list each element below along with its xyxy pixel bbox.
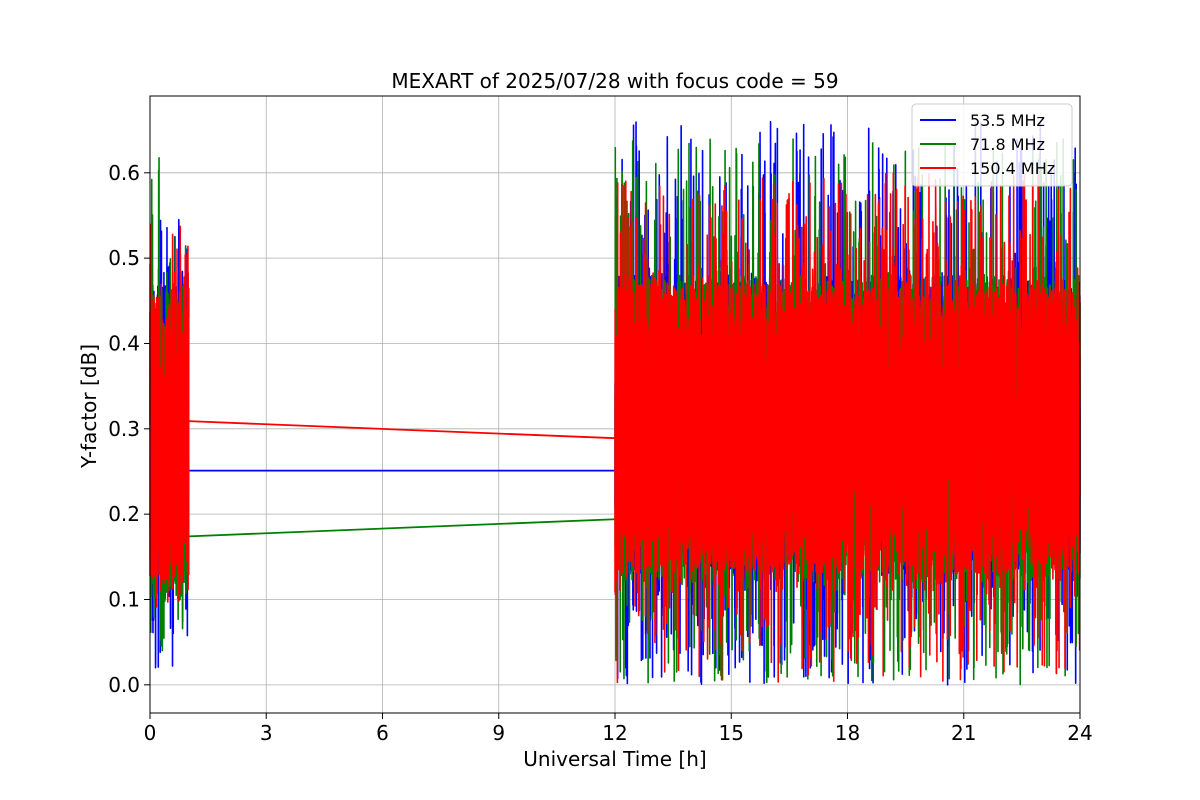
- y-tick-label: 0.1: [108, 587, 140, 611]
- x-tick-label: 3: [260, 721, 273, 745]
- y-tick-label: 0.5: [108, 246, 140, 270]
- y-tick-label: 0.4: [108, 331, 140, 355]
- y-tick-label: 0.6: [108, 161, 140, 185]
- x-tick-label: 21: [951, 721, 976, 745]
- x-tick-label: 15: [719, 721, 744, 745]
- series-150-4-mhz: [149, 172, 1081, 684]
- legend: 53.5 MHz 71.8 MHz 150.4 MHz: [911, 103, 1073, 187]
- series-gap-line: [188, 518, 616, 538]
- legend-entry: 53.5 MHz: [970, 111, 1045, 130]
- y-axis-ticks: 0.0 0.1 0.2 0.3 0.4 0.5 0.6: [108, 161, 150, 697]
- series-layer: [149, 120, 1081, 686]
- x-tick-label: 0: [144, 721, 157, 745]
- x-tick-label: 18: [835, 721, 860, 745]
- x-tick-label: 9: [492, 721, 505, 745]
- y-tick-label: 0.0: [108, 673, 140, 697]
- y-axis-label: Y-factor [dB]: [77, 344, 101, 469]
- series-segment: [614, 172, 1081, 684]
- legend-box: [911, 103, 1073, 187]
- chart-title: MEXART of 2025/07/28 with focus code = 5…: [391, 69, 838, 93]
- x-axis-ticks: 0 3 6 9 12 15 18 21 24: [144, 713, 1093, 745]
- x-tick-label: 24: [1067, 721, 1092, 745]
- y-tick-label: 0.3: [108, 417, 140, 441]
- x-tick-label: 6: [376, 721, 389, 745]
- y-tick-label: 0.2: [108, 502, 140, 526]
- series-segment: [149, 223, 190, 608]
- series-gap-line: [188, 420, 616, 440]
- legend-entry: 150.4 MHz: [970, 159, 1055, 178]
- x-axis-label: Universal Time [h]: [523, 747, 706, 771]
- x-tick-label: 12: [602, 721, 627, 745]
- legend-entry: 71.8 MHz: [970, 135, 1045, 154]
